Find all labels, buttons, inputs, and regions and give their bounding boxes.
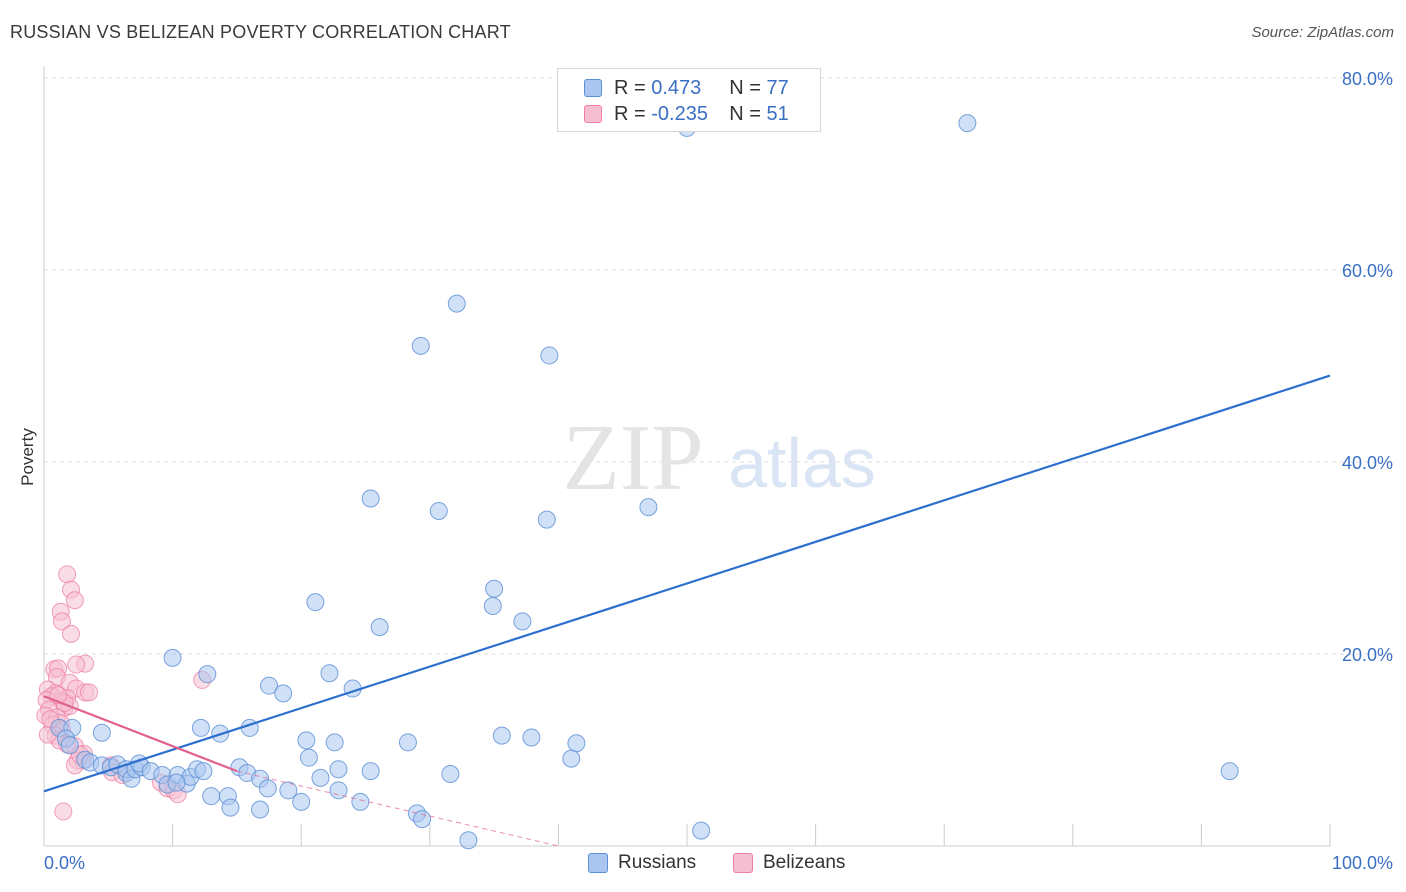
russians-point [562,749,581,768]
russians-point [513,612,532,631]
russians-point [361,489,380,508]
belizeans-point [62,624,81,643]
y-tick-label: 40.0% [1342,453,1393,473]
russians-legend-label: Russians [618,852,697,873]
russians-point [1220,762,1239,781]
legend-row-russians: R = 0.473 N = 77 [584,76,789,100]
belizeans-point [67,655,86,674]
russians-point [429,501,448,520]
russians-point [311,768,330,787]
legend-item-russians[interactable]: Russians [588,852,696,874]
russians-point [447,294,466,313]
belizeans-point [80,683,99,702]
belizeans-trend-line [43,695,238,773]
n-label: N = [729,76,767,99]
r-value: -0.235 [651,102,708,125]
russians-point [540,346,559,365]
y-tick-label: 20.0% [1342,645,1393,665]
tick-labels: 20.0% 40.0% 60.0% 80.0% 0.0% 100.0% [44,69,1393,873]
russians-point [260,676,279,695]
trend-lines [43,374,1331,847]
russians-point [537,510,556,529]
russians-point [639,498,658,517]
russians-point [320,664,339,683]
n-value: 51 [766,102,789,125]
belizeans-point [53,612,72,631]
russians-point [692,821,711,840]
russians-point [191,718,210,737]
russians-point [292,792,311,811]
russians-trend-line [43,374,1331,793]
r-value: 0.473 [651,76,702,99]
belizeans-point [65,591,84,610]
russians-point [167,773,186,792]
y-axis-label: Poverty [18,428,37,486]
russians-point [221,798,240,817]
n-label: N = [729,102,767,125]
russians-point [459,831,478,850]
russians-point [202,787,221,806]
russians-point [329,781,348,800]
russians-point [567,734,586,753]
russians-point [485,579,504,598]
russians-point [492,726,511,745]
russians-point [370,618,389,637]
russians-point [274,684,293,703]
russians-series [50,114,1239,850]
x-tick-label: 0.0% [44,853,85,873]
russians-point [194,762,213,781]
legend-row-belizeans: R = -0.235 N = 51 [584,102,789,126]
r-label: R = [614,102,652,125]
belizeans-trend-extension [236,770,559,847]
russians-point [251,800,270,819]
russians-point [361,762,380,781]
russians-point [279,781,298,800]
grid-lines [44,77,1393,655]
watermark-atlas: atlas [728,424,876,502]
y-tick-label: 60.0% [1342,261,1393,281]
x-tick-label: 100.0% [1332,853,1393,873]
source-label: Source: ZipAtlas.com [1251,24,1394,41]
russians-point [299,748,318,767]
russians-point [258,779,277,798]
russians-point [413,810,432,829]
russians-point [306,593,325,612]
belizeans-legend-label: Belizeans [763,852,846,873]
russians-legend-swatch [588,853,608,873]
russians-point [325,733,344,752]
russians-point [163,648,182,667]
russians-point [483,597,502,615]
russians-point [441,765,460,783]
belizeans-swatch [584,105,602,123]
watermark-zip: ZIP [563,406,704,510]
russians-point [958,114,977,133]
russians-point [398,733,417,752]
russians-point [351,792,370,811]
belizeans-legend-swatch [733,853,753,873]
legend-item-belizeans[interactable]: Belizeans [733,852,845,874]
russians-swatch [584,79,602,97]
y-tick-label: 80.0% [1342,69,1393,89]
chart-title: RUSSIAN VS BELIZEAN POVERTY CORRELATION … [10,22,511,42]
russians-point [522,728,541,747]
belizeans-point [58,565,77,584]
russians-point [198,665,217,684]
r-label: R = [614,76,652,99]
russians-point [92,723,111,742]
russians-point [411,336,430,355]
n-value: 77 [766,76,789,99]
russians-point [329,760,348,779]
russians-point [60,736,79,755]
russians-point [297,731,316,750]
belizeans-point [54,802,73,821]
correlation-legend: R = 0.473 N = 77 R = -0.235 N = 51 [557,68,821,132]
